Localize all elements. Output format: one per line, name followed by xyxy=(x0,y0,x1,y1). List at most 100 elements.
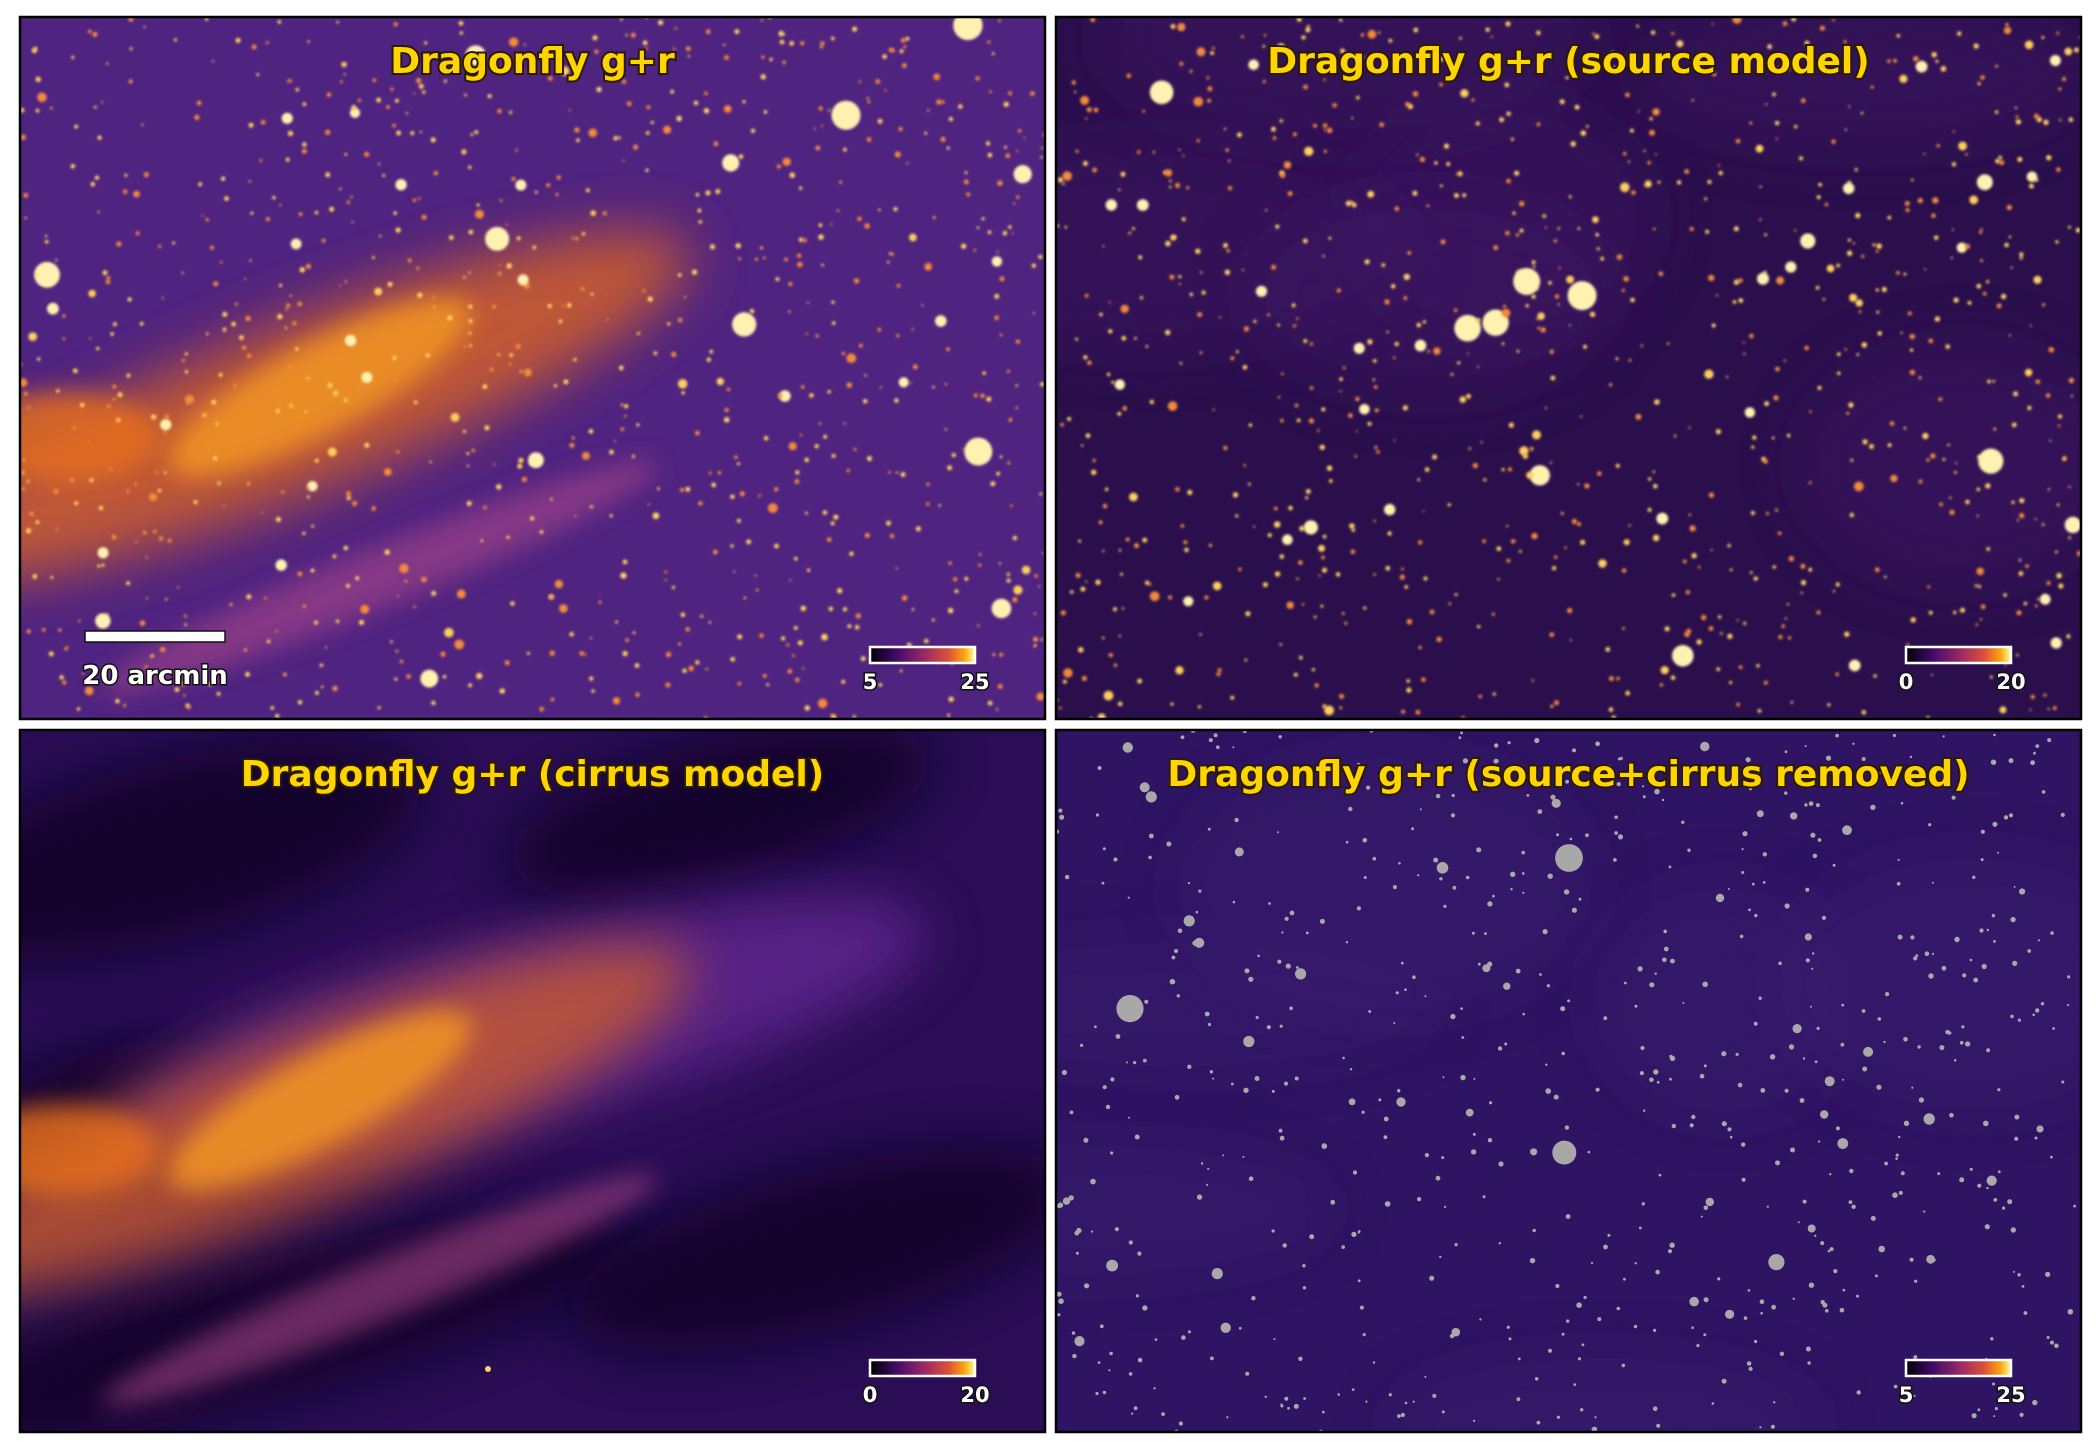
masked-source xyxy=(1148,833,1154,839)
masked-source xyxy=(1595,741,1600,747)
star xyxy=(1804,40,1810,46)
star xyxy=(1832,18,1835,22)
star xyxy=(1217,668,1222,673)
star xyxy=(346,495,351,501)
masked-source xyxy=(1969,958,1973,962)
star xyxy=(935,315,947,327)
star xyxy=(1030,91,1035,96)
masked-source xyxy=(1932,1258,1936,1262)
star xyxy=(1705,229,1710,234)
star xyxy=(886,520,891,526)
star xyxy=(378,162,381,166)
star xyxy=(1848,659,1861,672)
star xyxy=(706,357,711,362)
star xyxy=(1732,17,1742,24)
star xyxy=(1376,450,1380,454)
star xyxy=(665,651,672,658)
star xyxy=(1293,672,1298,677)
star xyxy=(528,452,544,469)
star xyxy=(1060,422,1064,427)
star xyxy=(571,236,575,240)
masked-source xyxy=(1577,1357,1582,1361)
star xyxy=(866,97,869,100)
masked-source xyxy=(2060,812,2065,817)
star xyxy=(944,382,948,386)
masked-source xyxy=(1895,1157,1898,1160)
star xyxy=(818,234,824,240)
star xyxy=(180,681,186,687)
star xyxy=(2016,610,2022,616)
star xyxy=(1466,352,1469,355)
star xyxy=(1339,706,1342,709)
star xyxy=(301,148,307,154)
star xyxy=(2008,235,2012,239)
star xyxy=(532,245,537,250)
star xyxy=(420,669,439,688)
masked-source xyxy=(1465,875,1470,880)
star xyxy=(723,105,732,113)
masked-source xyxy=(1439,877,1443,881)
star xyxy=(1168,595,1173,600)
masked-source xyxy=(1808,801,1814,806)
star xyxy=(954,589,959,594)
star xyxy=(105,279,111,285)
star xyxy=(2034,518,2037,521)
star xyxy=(126,373,131,378)
masked-source xyxy=(1248,1176,1254,1181)
star xyxy=(1187,489,1193,495)
star xyxy=(647,296,653,302)
masked-source xyxy=(1835,1126,1840,1131)
star xyxy=(1457,171,1463,177)
star xyxy=(602,211,607,216)
masked-source xyxy=(1949,1112,1954,1118)
star xyxy=(2033,113,2039,119)
masked-source xyxy=(1555,844,1583,872)
star xyxy=(279,204,282,207)
star xyxy=(1965,153,1968,156)
star xyxy=(1822,298,1826,301)
star xyxy=(1204,595,1209,600)
panel: Dragonfly g+r (cirrus model)0 20 xyxy=(18,728,1047,1434)
star xyxy=(846,353,857,364)
star xyxy=(2024,40,2034,50)
star xyxy=(1625,690,1631,696)
star xyxy=(418,197,421,200)
star xyxy=(1623,539,1630,546)
masked-source xyxy=(1444,1205,1447,1208)
masked-source xyxy=(2035,1008,2040,1013)
star xyxy=(645,47,648,51)
star xyxy=(554,579,564,589)
star xyxy=(804,457,809,463)
star xyxy=(1374,408,1379,413)
star xyxy=(1041,146,1044,150)
masked-source xyxy=(1624,981,1627,985)
masked-source xyxy=(1206,1183,1209,1186)
star xyxy=(1471,98,1475,102)
star xyxy=(549,650,555,656)
star xyxy=(201,668,205,673)
star xyxy=(691,269,698,275)
panel-frame xyxy=(1054,728,2083,1434)
star xyxy=(50,575,54,579)
star xyxy=(183,614,187,618)
masked-source xyxy=(1804,933,1812,941)
star xyxy=(817,698,828,709)
star xyxy=(1318,574,1321,577)
star xyxy=(1491,612,1495,616)
masked-source xyxy=(2040,1002,2045,1006)
star xyxy=(677,273,682,277)
star xyxy=(1483,478,1487,482)
star xyxy=(2003,593,2007,597)
star xyxy=(2010,266,2013,269)
masked-source xyxy=(1266,1025,1271,1030)
star xyxy=(964,171,968,175)
star xyxy=(1999,706,2007,714)
masked-source xyxy=(1279,1024,1283,1028)
star xyxy=(878,683,883,687)
star xyxy=(571,436,575,440)
star xyxy=(1111,380,1115,384)
star xyxy=(72,425,77,430)
star xyxy=(53,488,59,495)
star xyxy=(2055,240,2059,244)
star xyxy=(775,277,780,282)
